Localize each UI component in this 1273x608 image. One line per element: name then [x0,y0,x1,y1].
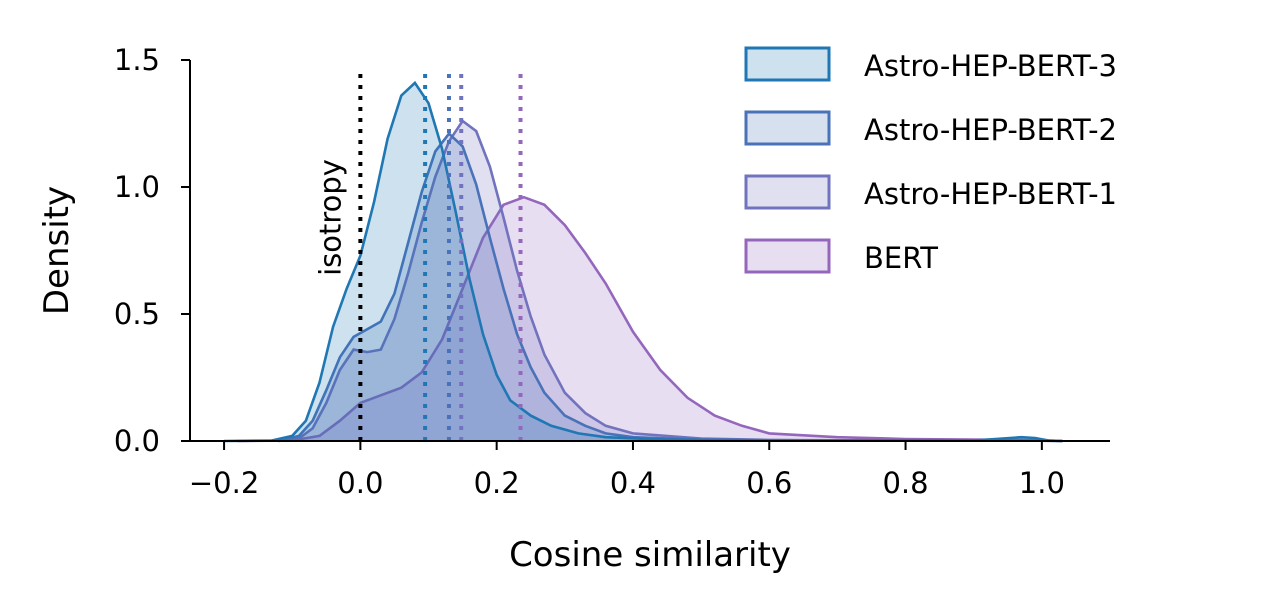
y-ticks: 0.0 0.5 1.0 1.5 [114,43,190,458]
y-tick-label: 0.5 [114,297,160,331]
x-ticks: −0.2 0.0 0.2 0.4 0.6 0.8 1.0 [189,441,1065,500]
legend-swatch-astro-hep-bert-2 [744,110,831,146]
x-tick-label: 0.6 [746,466,792,500]
isotropy-label: isotropy [313,159,347,276]
legend-label-astro-hep-bert-2: Astro-HEP-BERT-2 [864,113,1117,147]
x-tick-label: 0.4 [610,466,656,500]
density-curve-astro-hep-bert-1 [278,119,1063,443]
legend-swatch-astro-hep-bert-3 [744,46,831,82]
x-tick-label: 0.0 [337,466,383,500]
axes-layer [189,60,1110,442]
legend-label-bert: BERT [864,241,938,275]
x-tick-label: 0.8 [882,466,928,500]
density-curve-astro-hep-bert-2 [278,131,1063,443]
density-curve-bert [237,195,1063,443]
x-axis-title: Cosine similarity [509,535,791,575]
legend-label-astro-hep-bert-1: Astro-HEP-BERT-1 [864,177,1117,211]
density-fill-astro-hep-bert-1 [278,121,1063,441]
density-fill-astro-hep-bert-3 [224,82,1063,442]
y-axis-title: Density [37,186,77,315]
density-fill-astro-hep-bert-2 [278,133,1063,441]
density-fill-bert [237,197,1063,441]
isotropy-layer: isotropy [313,72,363,441]
legend-swatch-astro-hep-bert-1 [744,174,831,210]
y-tick-label: 1.5 [114,43,160,77]
legend-swatch-bert [744,238,831,274]
y-tick-label: 1.0 [114,170,160,204]
x-tick-label: −0.2 [189,466,259,500]
legend: Astro-HEP-BERT-3 Astro-HEP-BERT-2 Astro-HE… [744,46,1117,275]
y-tick-label: 0.0 [114,424,160,458]
legend-label-astro-hep-bert-3: Astro-HEP-BERT-3 [864,49,1117,83]
x-tick-label: 0.2 [474,466,520,500]
density-series-layer [224,80,1063,443]
x-tick-label: 1.0 [1019,466,1065,500]
